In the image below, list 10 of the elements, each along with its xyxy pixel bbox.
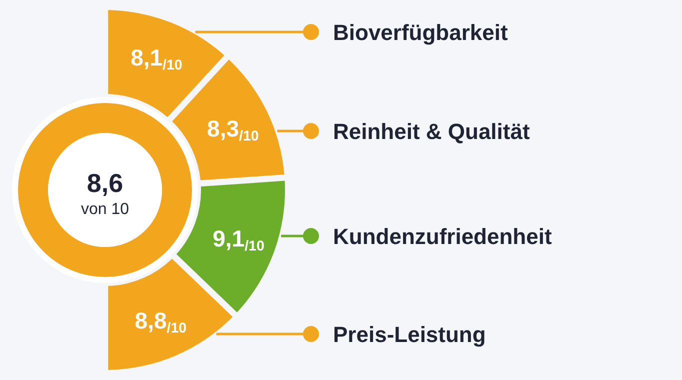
data-label: 8,3$_{/10}$	[207, 115, 259, 144]
data-label: 8,1$_{/10}$	[130, 44, 182, 74]
legend-label: Kundenzufriedenheit	[333, 224, 552, 249]
data-label: 9,1$_{/10}$	[212, 225, 264, 254]
text: von 10	[80, 201, 130, 218]
legend-label: Bioverfügbarkeit	[333, 20, 508, 45]
legend-label: Reinheit & Qualität	[333, 119, 530, 144]
data-label: 8,8$_{/10}$	[134, 308, 187, 336]
legend-label: Preis-Leistung	[333, 322, 486, 347]
text: 8,6	[86, 168, 124, 198]
